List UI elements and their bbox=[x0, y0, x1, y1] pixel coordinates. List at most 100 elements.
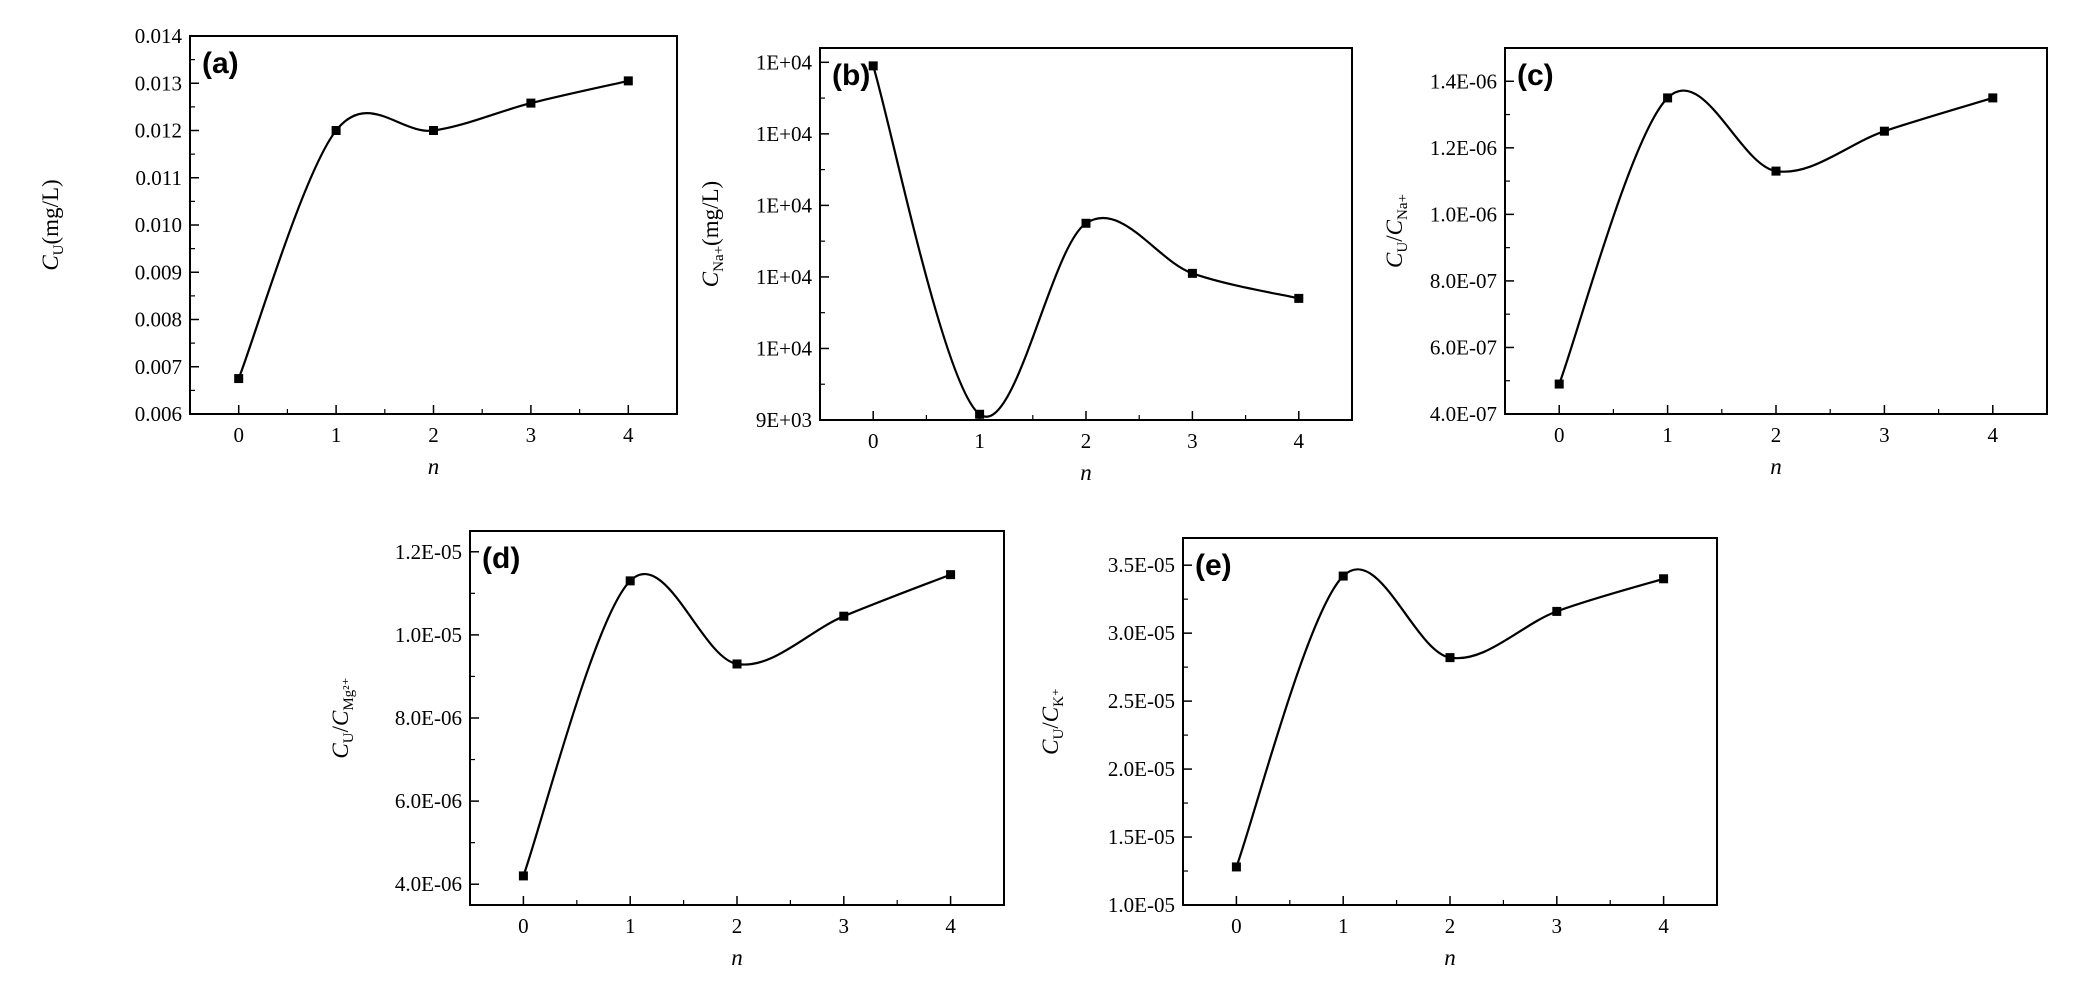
data-point-marker bbox=[1771, 166, 1781, 176]
y-tick-label: 1E+04 bbox=[756, 336, 813, 360]
data-point-marker bbox=[1081, 218, 1091, 228]
x-tick-label: 4 bbox=[623, 423, 634, 447]
data-point-marker bbox=[1445, 653, 1455, 663]
panel-label: (d) bbox=[482, 542, 520, 575]
panel-label: (b) bbox=[832, 59, 870, 92]
y-tick-label: 6.0E-06 bbox=[395, 789, 462, 813]
y-tick-label: 0.007 bbox=[135, 355, 182, 379]
data-point-marker bbox=[1231, 862, 1241, 872]
data-point-marker bbox=[623, 76, 633, 86]
plot-frame bbox=[1504, 47, 2048, 415]
x-axis-label: n bbox=[428, 454, 440, 479]
data-point-marker bbox=[429, 126, 438, 135]
y-axis-label: CU(mg/L) bbox=[38, 179, 67, 270]
x-tick-label: 1 bbox=[1338, 914, 1349, 938]
data-point-marker bbox=[331, 126, 341, 135]
y-tick-label: 9E+03 bbox=[756, 408, 812, 432]
x-tick-label: 0 bbox=[1554, 423, 1565, 447]
y-tick-label: 0.014 bbox=[135, 24, 183, 48]
data-point-marker bbox=[234, 374, 244, 384]
x-tick-label: 3 bbox=[1552, 914, 1563, 938]
y-tick-label: 3.5E-05 bbox=[1108, 553, 1175, 577]
x-tick-label: 4 bbox=[1294, 429, 1305, 453]
y-tick-label: 1E+04 bbox=[756, 265, 813, 289]
x-axis-label: n bbox=[1080, 460, 1092, 485]
panel-c: 0 1 2 3 4 4.0E-07 6.0E-07 8.0E-07 1.0E-06 1.2E-06… bbox=[1382, 47, 2048, 479]
plot-frame bbox=[469, 530, 1005, 906]
y-tick-label: 1.0E-05 bbox=[1108, 893, 1175, 917]
x-axis-label: n bbox=[731, 945, 743, 970]
data-point-marker bbox=[868, 61, 878, 71]
y-tick-label: 4.0E-07 bbox=[1430, 402, 1497, 426]
data-point-marker bbox=[1294, 293, 1304, 303]
x-tick-label: 1 bbox=[974, 429, 985, 453]
y-axis-label: CU/CNa+ bbox=[1382, 194, 1411, 268]
x-tick-label: 3 bbox=[1879, 423, 1890, 447]
x-tick-label: 3 bbox=[526, 423, 537, 447]
y-tick-label: 1.0E-05 bbox=[395, 623, 462, 647]
x-tick-label: 1 bbox=[1662, 423, 1673, 447]
panel-label: (c) bbox=[1517, 59, 1554, 92]
x-tick-label: 2 bbox=[428, 423, 439, 447]
x-tick-label: 0 bbox=[1231, 914, 1242, 938]
y-tick-label: 1.0E-06 bbox=[1430, 202, 1497, 226]
y-tick-label: 0.013 bbox=[135, 71, 182, 95]
data-point-marker bbox=[1659, 574, 1669, 584]
series-line bbox=[237, 79, 629, 379]
x-tick-label: 2 bbox=[732, 914, 743, 938]
data-point-marker bbox=[625, 576, 635, 586]
y-tick-label: 2.0E-05 bbox=[1108, 757, 1175, 781]
x-tick-label: 0 bbox=[518, 914, 529, 938]
plot-frame bbox=[819, 47, 1353, 421]
x-tick-label: 3 bbox=[1187, 429, 1198, 453]
panel-label: (a) bbox=[202, 47, 239, 80]
x-tick-label: 2 bbox=[1771, 423, 1782, 447]
data-point-marker bbox=[1338, 571, 1348, 581]
x-tick-label: 1 bbox=[331, 423, 342, 447]
series-line bbox=[872, 65, 1300, 418]
x-tick-label: 0 bbox=[868, 429, 879, 453]
y-tick-label: 1E+04 bbox=[756, 122, 813, 146]
x-axis-label: n bbox=[1770, 454, 1782, 479]
data-point-marker bbox=[526, 98, 536, 108]
y-tick-label: 6.0E-07 bbox=[1430, 335, 1497, 359]
data-point-marker bbox=[1988, 93, 1998, 103]
y-tick-label: 0.010 bbox=[135, 213, 182, 237]
y-tick-label: 1.5E-05 bbox=[1108, 825, 1175, 849]
y-tick-label: 8.0E-06 bbox=[395, 706, 462, 730]
y-tick-label: 1E+04 bbox=[756, 50, 813, 74]
y-tick-label: 1.2E-05 bbox=[395, 540, 462, 564]
panel-label: (e) bbox=[1195, 549, 1232, 582]
y-axis-label: CU/CK⁺ bbox=[1038, 688, 1067, 755]
y-tick-label: 0.008 bbox=[135, 308, 182, 332]
data-point-marker bbox=[518, 871, 528, 881]
x-tick-label: 3 bbox=[839, 914, 850, 938]
data-point-marker bbox=[839, 611, 849, 621]
x-tick-label: 4 bbox=[1658, 914, 1669, 938]
x-tick-label: 0 bbox=[233, 423, 244, 447]
data-point-marker bbox=[946, 570, 956, 580]
x-tick-label: 2 bbox=[1445, 914, 1456, 938]
y-tick-label: 0.009 bbox=[135, 260, 182, 284]
panel-e: 0 1 2 3 4 1.0E-05 1.5E-05 2.0E-05 2.5E-05 3.0E-05… bbox=[1038, 537, 1718, 970]
y-tick-label: 1.4E-06 bbox=[1430, 69, 1497, 93]
y-axis-label: CNa+(mg/L) bbox=[698, 181, 727, 287]
data-point-marker bbox=[975, 409, 985, 419]
y-tick-label: 3.0E-05 bbox=[1108, 621, 1175, 645]
plot-frame bbox=[189, 35, 678, 415]
x-axis-label: n bbox=[1444, 945, 1456, 970]
y-tick-label: 8.0E-07 bbox=[1430, 269, 1497, 293]
series-line bbox=[522, 572, 951, 877]
data-point-marker bbox=[1554, 379, 1564, 389]
series-line bbox=[1235, 568, 1664, 868]
data-point-marker bbox=[732, 659, 742, 669]
y-axis-label: CU/CMg²⁺ bbox=[328, 677, 357, 758]
data-point-marker bbox=[1552, 606, 1562, 616]
panel-b: 0 1 2 3 4 9E+03 1E+04 1E+04 1E+04 1E+04 1E+04 (b) n C… bbox=[698, 47, 1353, 485]
data-point-marker bbox=[1663, 93, 1673, 103]
plot-frame bbox=[1182, 537, 1718, 906]
x-tick-label: 1 bbox=[625, 914, 636, 938]
data-point-marker bbox=[1879, 126, 1889, 136]
y-tick-label: 0.011 bbox=[136, 166, 182, 190]
